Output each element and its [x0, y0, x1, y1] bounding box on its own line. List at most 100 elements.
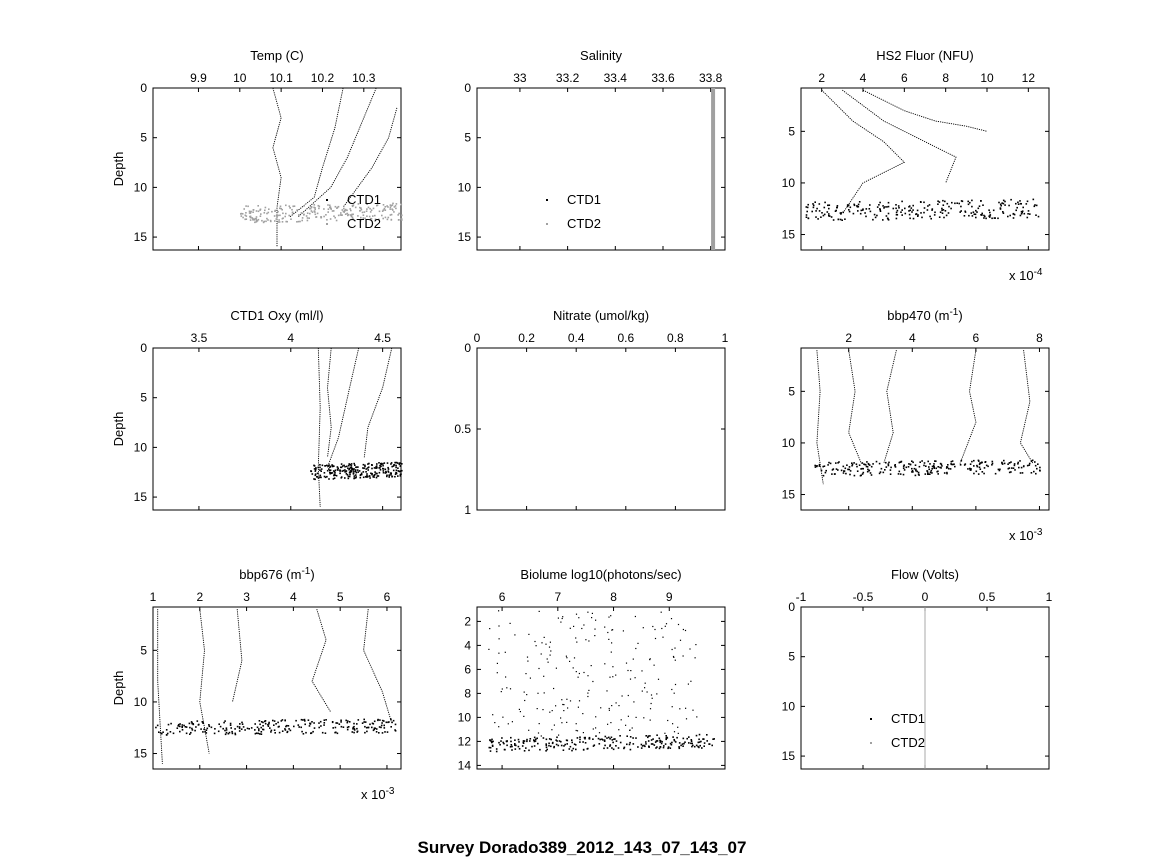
- data-point-ctd1: [908, 463, 910, 465]
- data-point-ctd1: [191, 727, 193, 730]
- panel-nitrate: Nitrate (umol/kg)0 0.2 0.4 0.6 0.8 100.51: [454, 308, 728, 517]
- data-point-ctd1: [663, 745, 665, 747]
- data-point-ctd1: [179, 723, 181, 725]
- data-point-ctd1: [529, 677, 531, 679]
- data-point-ctd1: [566, 698, 568, 700]
- chart-title: HS2 Fluor (NFU): [876, 48, 974, 63]
- xtick-label: 0.4: [568, 331, 585, 345]
- series-ctd1-profile: [342, 107, 398, 208]
- data-point-ctd1: [383, 727, 386, 729]
- data-point-ctd1: [367, 726, 369, 729]
- data-point-ctd1: [1019, 214, 1022, 217]
- data-point-ctd1: [939, 211, 942, 213]
- data-point-ctd1: [260, 731, 263, 733]
- data-point-ctd1: [395, 472, 398, 474]
- data-point-ctd2: [344, 209, 347, 211]
- data-point-ctd1: [805, 206, 808, 208]
- data-point-ctd1: [238, 726, 241, 728]
- data-point-ctd1: [651, 697, 653, 699]
- data-point-ctd1: [892, 207, 895, 210]
- data-point-ctd1: [629, 729, 631, 731]
- data-point-ctd1: [273, 720, 276, 722]
- data-point-ctd1: [529, 740, 531, 742]
- data-point-ctd1: [904, 207, 906, 210]
- data-point-ctd1: [1018, 466, 1020, 469]
- data-point-ctd1: [332, 727, 334, 729]
- data-point-ctd1: [611, 747, 613, 749]
- data-point-ctd1: [254, 723, 256, 725]
- data-point-ctd1: [314, 474, 317, 477]
- data-point-ctd1: [1028, 464, 1031, 466]
- data-point-ctd1: [603, 740, 606, 742]
- data-point-ctd2: [359, 219, 362, 222]
- data-point-ctd1: [661, 627, 663, 630]
- data-point-ctd1: [820, 469, 823, 472]
- data-point-ctd1: [923, 462, 926, 464]
- data-point-ctd1: [354, 464, 356, 466]
- data-point-ctd2: [282, 212, 284, 215]
- data-point-ctd1: [373, 728, 375, 731]
- data-point-ctd1: [594, 628, 596, 630]
- data-point-ctd1: [911, 460, 913, 462]
- data-point-ctd1: [347, 467, 349, 470]
- data-point-ctd1: [914, 474, 917, 477]
- data-point-ctd1: [365, 471, 367, 473]
- data-point-ctd1: [185, 726, 188, 728]
- data-point-ctd1: [390, 462, 393, 464]
- data-point-ctd1: [535, 738, 537, 741]
- data-point-ctd1: [224, 720, 226, 722]
- data-point-ctd1: [546, 658, 548, 660]
- data-point-ctd1: [378, 726, 381, 728]
- data-point-ctd1: [935, 460, 937, 462]
- data-point-ctd1: [599, 738, 601, 741]
- data-point-ctd1: [388, 474, 390, 477]
- data-point-ctd1: [368, 475, 371, 477]
- data-point-ctd1: [846, 204, 849, 206]
- data-point-ctd2: [274, 220, 276, 222]
- data-point-ctd1: [385, 470, 387, 473]
- data-point-ctd1: [608, 707, 610, 710]
- data-point-ctd1: [346, 726, 349, 729]
- data-point-ctd1: [671, 688, 673, 691]
- data-point-ctd1: [812, 203, 814, 205]
- data-point-ctd2: [360, 216, 362, 219]
- data-point-ctd1: [960, 205, 962, 208]
- data-point-ctd1: [847, 204, 850, 206]
- xtick-label: 0: [922, 590, 929, 604]
- data-point-ctd1: [911, 467, 913, 470]
- series-ctd1-profile: [862, 89, 988, 132]
- data-point-ctd1: [1017, 461, 1019, 464]
- data-point-ctd1: [176, 727, 179, 729]
- data-point-ctd1: [909, 463, 912, 466]
- data-point-ctd1: [353, 729, 356, 731]
- data-point-ctd1: [1004, 200, 1006, 203]
- data-point-ctd2: [274, 210, 276, 212]
- data-point-ctd1: [380, 724, 383, 727]
- data-point-ctd1: [509, 746, 512, 748]
- data-point-ctd1: [1008, 462, 1011, 464]
- data-point-ctd1: [885, 461, 887, 464]
- data-point-ctd1: [888, 461, 890, 464]
- data-point-ctd1: [333, 473, 336, 476]
- xtick-label: 10: [233, 71, 247, 85]
- data-point-ctd1: [909, 209, 912, 212]
- data-point-ctd1: [555, 743, 558, 746]
- data-point-ctd1: [868, 469, 871, 472]
- data-point-ctd2: [346, 209, 348, 212]
- data-point-ctd1: [353, 462, 355, 465]
- data-point-ctd1: [572, 667, 574, 669]
- data-point-ctd1: [869, 204, 871, 206]
- data-point-ctd1: [672, 655, 675, 658]
- data-point-ctd1: [375, 467, 377, 469]
- data-point-ctd2: [271, 210, 273, 213]
- data-point-ctd1: [989, 214, 992, 216]
- data-point-ctd2: [245, 205, 247, 207]
- data-point-ctd1: [910, 207, 913, 209]
- data-point-ctd2: [266, 212, 268, 215]
- data-point-ctd1: [313, 465, 316, 467]
- data-point-ctd1: [573, 625, 575, 627]
- data-point-ctd1: [660, 742, 663, 745]
- data-point-ctd1: [862, 209, 864, 211]
- data-point-ctd1: [1021, 211, 1023, 214]
- data-point-ctd1: [662, 636, 664, 638]
